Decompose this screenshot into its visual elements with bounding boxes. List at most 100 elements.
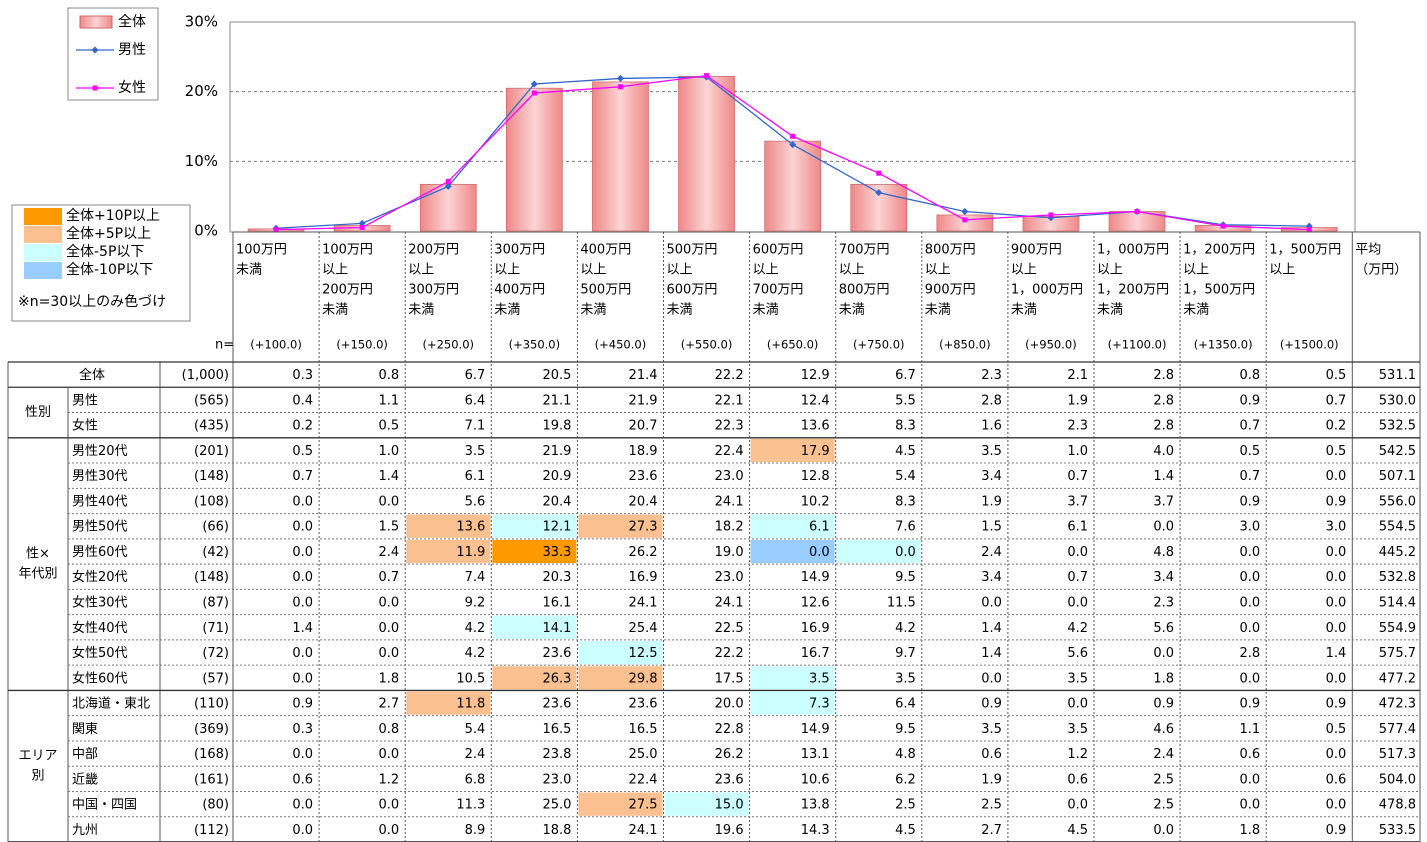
- cell-value: 1.6: [981, 419, 1002, 434]
- cell-value: 3.5: [1067, 671, 1088, 686]
- cell-value: 1.2: [379, 772, 400, 787]
- cell-value: 7.1: [465, 419, 486, 434]
- cell-value: 0.0: [1326, 570, 1347, 585]
- marker: [789, 141, 797, 149]
- column-header: 以上: [1097, 263, 1123, 278]
- cell-value: 0.0: [981, 671, 1002, 686]
- cell-value: 1.4: [292, 621, 313, 636]
- cell-value: 2.7: [379, 697, 400, 712]
- cell-value: 1.2: [1067, 747, 1088, 762]
- cell-value: 24.1: [629, 596, 658, 611]
- row-label: 男性30代: [72, 469, 128, 484]
- column-header: 未満: [322, 303, 348, 318]
- cell-value: 21.9: [629, 393, 658, 408]
- cell-highlight: [578, 792, 663, 816]
- legend-marker: [91, 46, 99, 54]
- y-tick-label: 0%: [194, 222, 218, 240]
- column-header: 700万円: [753, 283, 804, 298]
- cell-value: 0.0: [1326, 621, 1347, 636]
- cell-value: 0.8: [1240, 368, 1261, 383]
- cell-value: 0.0: [1153, 520, 1174, 535]
- row-label: 女性30代: [72, 595, 128, 611]
- cell-average: 542.5: [1379, 444, 1416, 459]
- cell-value: 2.5: [1153, 798, 1174, 813]
- cell-value: 0.3: [292, 368, 313, 383]
- cell-value: 22.4: [629, 772, 658, 787]
- key-label: 全体+10P以上: [66, 207, 160, 224]
- column-header: 1，500万円: [1183, 283, 1255, 298]
- cell-value: 22.4: [715, 444, 744, 459]
- cell-value: 18.2: [715, 520, 744, 535]
- column-midpoint: (+850.0): [939, 338, 991, 352]
- cell-value: 0.0: [379, 646, 400, 661]
- column-midpoint: (+250.0): [422, 338, 474, 352]
- marker: [1306, 227, 1312, 233]
- cell-value: 17.9: [801, 444, 830, 459]
- cell-value: 22.1: [715, 393, 744, 408]
- cell-average: 577.4: [1379, 722, 1416, 737]
- cell-value: 18.9: [629, 444, 658, 459]
- marker: [445, 179, 451, 185]
- cell-value: 0.0: [292, 747, 313, 762]
- cell-value: 1.8: [1153, 671, 1174, 686]
- cell-value: 6.4: [465, 393, 486, 408]
- cell-value: 4.0: [1153, 444, 1174, 459]
- cell-value: 0.4: [292, 393, 313, 408]
- cell-value: 9.5: [895, 722, 916, 737]
- row-label: 女性40代: [72, 620, 128, 636]
- cell-highlight: [492, 666, 577, 690]
- cell-value: 1.4: [981, 646, 1002, 661]
- cell-value: 17.5: [715, 671, 744, 686]
- column-header: 以上: [322, 263, 348, 278]
- cell-average: 554.9: [1379, 621, 1416, 636]
- y-tick-label: 20%: [185, 82, 218, 100]
- cell-value: 3.4: [981, 469, 1002, 484]
- cell-value: 0.7: [1326, 393, 1347, 408]
- cell-value: 3.5: [1067, 722, 1088, 737]
- column-header: 未満: [1183, 303, 1209, 318]
- cell-value: 6.7: [895, 368, 916, 383]
- cell-highlight: [406, 691, 491, 715]
- cell-value: 0.0: [292, 520, 313, 535]
- cell-average: 531.1: [1379, 368, 1416, 383]
- cell-value: 2.1: [1067, 368, 1088, 383]
- cell-average: 554.5: [1379, 520, 1416, 535]
- column-header: 100万円: [236, 243, 287, 258]
- cell-average: 477.2: [1379, 671, 1416, 686]
- cell-value: 0.6: [292, 772, 313, 787]
- legend-label: 男性: [118, 42, 146, 58]
- cell-value: 7.3: [809, 697, 830, 712]
- cell-value: 7.6: [895, 520, 916, 535]
- cell-highlight: [492, 615, 577, 639]
- cell-value: 16.5: [542, 722, 571, 737]
- legend-label: 女性: [118, 79, 146, 96]
- column-header: 300万円: [494, 243, 545, 258]
- cell-value: 3.5: [465, 444, 486, 459]
- cell-value: 10.5: [456, 671, 485, 686]
- column-midpoint: (+350.0): [509, 338, 561, 352]
- cell-highlight: [836, 539, 921, 564]
- cell-value: 0.0: [292, 798, 313, 813]
- marker: [273, 227, 279, 233]
- column-midpoint: (+1350.0): [1194, 338, 1253, 352]
- cell-value: 0.9: [1240, 494, 1261, 509]
- cell-value: 1.4: [379, 469, 400, 484]
- cell-value: 0.8: [379, 368, 400, 383]
- row-label: 中国・四国: [72, 798, 137, 813]
- cell-average: 556.0: [1379, 494, 1416, 509]
- cell-value: 1.1: [1240, 722, 1261, 737]
- cell-highlight: [406, 539, 491, 564]
- cell-value: 0.0: [895, 545, 916, 560]
- cell-highlight: [750, 691, 835, 715]
- cell-value: 4.8: [895, 747, 916, 762]
- cell-value: 20.4: [629, 494, 658, 509]
- cell-value: 0.2: [1326, 419, 1347, 434]
- cell-value: 21.1: [542, 393, 571, 408]
- cell-value: 3.0: [1240, 520, 1261, 535]
- cell-value: 4.5: [895, 823, 916, 838]
- cell-value: 2.5: [895, 798, 916, 813]
- cell-value: 0.3: [292, 722, 313, 737]
- cell-value: 1.0: [1067, 444, 1088, 459]
- cell-value: 0.0: [1326, 545, 1347, 560]
- cell-value: 10.2: [801, 494, 830, 509]
